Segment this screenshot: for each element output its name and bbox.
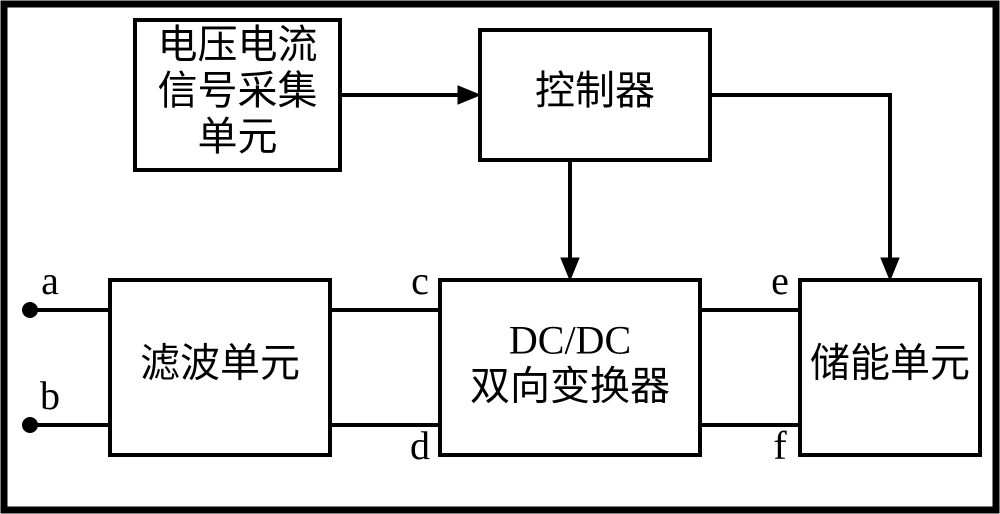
arrowhead: [458, 86, 480, 104]
box-acquisition-label-2: 单元: [198, 114, 278, 159]
box-acquisition-label-0: 电压电流: [158, 22, 318, 67]
port-label-d: d: [410, 423, 430, 468]
terminal-b-dot: [22, 417, 38, 433]
arrowhead: [881, 258, 899, 280]
box-dcdc-label-0: DC/DC: [509, 318, 631, 363]
arrow-ctrl-to-storage: [710, 95, 890, 260]
box-storage-label-0: 储能单元: [810, 341, 970, 386]
block-diagram: 电压电流信号采集单元 控制器滤波单元 DC/DC双向变换器 储能单元 a b c d e f: [0, 0, 1000, 514]
box-dcdc-label-1: 双向变换器: [470, 364, 670, 409]
box-acquisition-label-1: 信号采集: [158, 68, 318, 113]
arrowhead: [561, 258, 579, 280]
port-label-c: c: [411, 258, 429, 303]
port-label-a: a: [41, 258, 59, 303]
terminal-a-dot: [22, 302, 38, 318]
port-label-e: e: [771, 258, 789, 303]
port-label-f: f: [773, 423, 787, 468]
box-controller-label-0: 控制器: [535, 68, 655, 113]
port-label-b: b: [40, 373, 60, 418]
box-filter-label-0: 滤波单元: [140, 341, 300, 386]
